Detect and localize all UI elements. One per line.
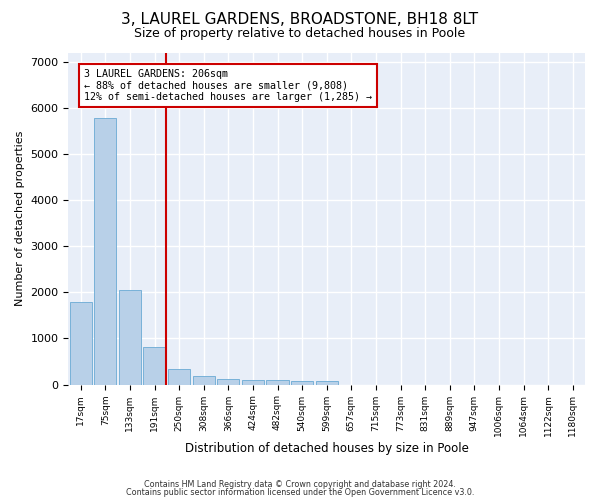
Bar <box>217 379 239 384</box>
Y-axis label: Number of detached properties: Number of detached properties <box>15 131 25 306</box>
Bar <box>70 302 92 384</box>
Bar <box>94 118 116 384</box>
Text: 3, LAUREL GARDENS, BROADSTONE, BH18 8LT: 3, LAUREL GARDENS, BROADSTONE, BH18 8LT <box>121 12 479 28</box>
Bar <box>291 380 313 384</box>
Text: Contains HM Land Registry data © Crown copyright and database right 2024.: Contains HM Land Registry data © Crown c… <box>144 480 456 489</box>
Bar <box>266 380 289 384</box>
Text: Size of property relative to detached houses in Poole: Size of property relative to detached ho… <box>134 28 466 40</box>
Bar <box>316 380 338 384</box>
Bar <box>193 376 215 384</box>
X-axis label: Distribution of detached houses by size in Poole: Distribution of detached houses by size … <box>185 442 469 455</box>
Text: 3 LAUREL GARDENS: 206sqm
← 88% of detached houses are smaller (9,808)
12% of sem: 3 LAUREL GARDENS: 206sqm ← 88% of detach… <box>83 68 371 102</box>
Bar <box>168 369 190 384</box>
Text: Contains public sector information licensed under the Open Government Licence v3: Contains public sector information licen… <box>126 488 474 497</box>
Bar <box>242 380 264 384</box>
Bar <box>119 290 141 384</box>
Bar <box>143 347 166 385</box>
